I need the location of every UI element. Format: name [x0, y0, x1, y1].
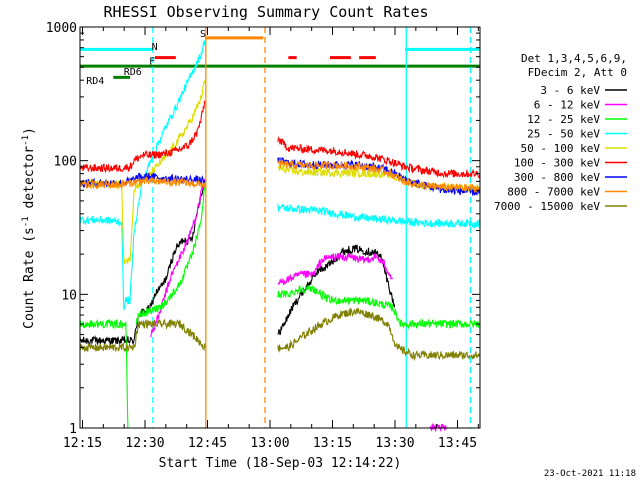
- x-tick-label-3: 13:00: [250, 436, 289, 451]
- annotation-f: F: [149, 57, 155, 68]
- series-12-25-kev: [79, 185, 481, 429]
- x-tick-label-1: 12:30: [125, 436, 164, 451]
- x-tick-label-5: 13:30: [375, 436, 414, 451]
- legend-label-25-50-kev: 25 - 50 keV: [527, 128, 600, 141]
- legend-label-12-25-kev: 12 - 25 keV: [527, 113, 600, 126]
- x-tick-label-0: 12:15: [63, 436, 102, 451]
- annotations: NF S RD6 RD4: [86, 29, 206, 87]
- annotation-n: N: [152, 42, 158, 53]
- annotation-s: S: [200, 29, 206, 40]
- vertical-markers: [152, 27, 472, 428]
- x-tick-label-2: 12:45: [188, 436, 227, 451]
- y-tick-label-1: 10: [61, 288, 77, 303]
- series-6-12-kev: [150, 178, 448, 432]
- y-tick-label-0: 1: [69, 422, 77, 437]
- series-7000-15000-kev: [79, 306, 481, 362]
- x-tick-label-4: 13:15: [313, 436, 352, 451]
- plot-frame: [79, 26, 481, 429]
- legend-label-100-300-kev: 100 - 300 keV: [514, 157, 600, 170]
- legend-label-7000-15000-kev: 7000 - 15000 keV: [494, 200, 600, 213]
- legend-label-300-800-kev: 300 - 800 keV: [514, 171, 600, 184]
- series-800-7000-kev: [79, 158, 481, 193]
- annotation-rd4: RD4: [86, 76, 104, 87]
- x-axis-label: Start Time (18-Sep-03 12:14:22): [159, 456, 402, 471]
- annotation-rd6: RD6: [124, 67, 142, 78]
- legend-header-line-2: FDecim 2, Att 0: [528, 66, 627, 79]
- status-bars: [80, 36, 480, 79]
- series-lines: [79, 39, 481, 432]
- legend: Det 1,3,4,5,6,9, FDecim 2, Att 0 3 - 6 k…: [494, 52, 627, 213]
- axis-ticks: 1 10 100 1000 12:15 12:30 12:45 13:00 13:15 13:30…: [46, 21, 480, 451]
- y-tick-label-3: 1000: [46, 21, 77, 36]
- series-50-100-kev: [79, 80, 481, 265]
- legend-label-50-100-kev: 50 - 100 keV: [521, 142, 601, 155]
- legend-label-6-12-kev: 6 - 12 keV: [534, 99, 601, 112]
- legend-label-800-7000-kev: 800 - 7000 keV: [507, 186, 600, 199]
- legend-header-line-1: Det 1,3,4,5,6,9,: [521, 52, 627, 65]
- chart-title: RHESSI Observing Summary Count Rates: [103, 3, 428, 21]
- x-tick-label-6: 13:45: [438, 436, 477, 451]
- y-axis-label: Count Rate (s-1 detector-1): [21, 127, 37, 329]
- y-tick-label-2: 100: [54, 155, 77, 170]
- series-100-300-kev: [79, 100, 481, 179]
- legend-label-3-6-kev: 3 - 6 keV: [540, 84, 600, 97]
- datestamp: 23-Oct-2021 11:18: [544, 469, 636, 479]
